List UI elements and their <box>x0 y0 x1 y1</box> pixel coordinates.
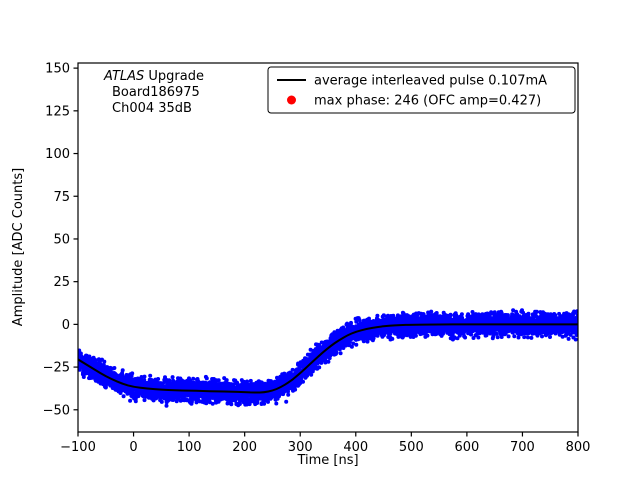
legend-entry-average: average interleaved pulse 0.107mA <box>314 74 547 89</box>
annotation-atlas: ATLAS <box>103 69 144 84</box>
x-axis-label: Time [ns] <box>296 453 358 468</box>
annotation-line2: Board186975 <box>112 85 200 100</box>
legend-dot-sample <box>287 96 296 105</box>
chart-annotation: ATLAS Upgrade Board186975 Ch004 35dB <box>103 69 204 116</box>
plot-area <box>78 63 578 432</box>
annotation-line3: Ch004 35dB <box>112 101 192 116</box>
annotation-upgrade: Upgrade <box>144 69 204 84</box>
annotation-line1: ATLAS Upgrade <box>103 69 204 84</box>
legend-entry-maxphase: max phase: 246 (OFC amp=0.427) <box>314 94 541 109</box>
legend: average interleaved pulse 0.107mA max ph… <box>268 67 575 113</box>
y-axis-label: Amplitude [ADC Counts] <box>11 168 26 326</box>
